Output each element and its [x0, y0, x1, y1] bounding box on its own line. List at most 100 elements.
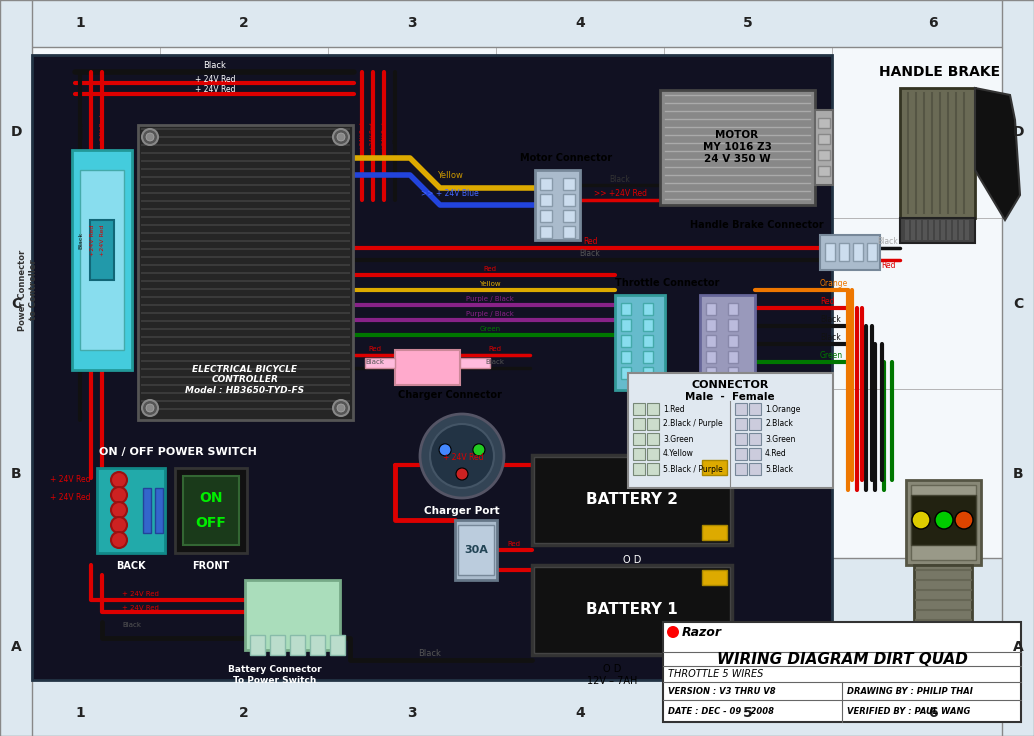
- Text: +24V Red: +24V Red: [90, 114, 94, 146]
- Bar: [562, 226, 575, 238]
- Bar: [175, 468, 247, 553]
- Text: DATE : DEC - 09 - 2008: DATE : DEC - 09 - 2008: [668, 707, 774, 715]
- Bar: [0, 0, 1034, 47]
- Text: MOTOR
MY 1016 Z3
24 V 350 W: MOTOR MY 1016 Z3 24 V 350 W: [702, 130, 771, 163]
- Bar: [290, 635, 305, 655]
- Bar: [900, 88, 975, 218]
- Text: Black: Black: [393, 129, 397, 144]
- Text: C: C: [11, 297, 21, 311]
- Bar: [735, 418, 747, 430]
- Text: Green: Green: [820, 352, 843, 361]
- Circle shape: [146, 133, 154, 141]
- Text: + 24V Red: + 24V Red: [50, 475, 90, 484]
- Text: 6: 6: [929, 706, 938, 720]
- Bar: [735, 463, 747, 475]
- Bar: [839, 243, 849, 261]
- Bar: [818, 118, 830, 128]
- Text: Black: Black: [820, 333, 841, 342]
- Bar: [935, 220, 939, 240]
- Text: 2.Black: 2.Black: [765, 420, 793, 428]
- Bar: [72, 150, 132, 370]
- Bar: [562, 194, 575, 206]
- Bar: [155, 488, 163, 533]
- Text: Charger Port: Charger Port: [424, 506, 499, 516]
- Text: ELECTRICAL BICYCLE
CONTROLLER
Model : HB3650-TYD-FS: ELECTRICAL BICYCLE CONTROLLER Model : HB…: [185, 365, 305, 395]
- Text: B: B: [10, 467, 22, 481]
- Bar: [825, 243, 835, 261]
- Bar: [911, 220, 915, 240]
- Text: Male  -  Female: Male - Female: [686, 392, 774, 402]
- Polygon shape: [975, 88, 1020, 220]
- Bar: [706, 319, 716, 331]
- Text: Red: Red: [368, 346, 382, 352]
- Bar: [647, 403, 659, 415]
- Bar: [911, 485, 976, 560]
- Text: 4.Red: 4.Red: [765, 450, 787, 459]
- Text: VERIFIED BY : PAUL WANG: VERIFIED BY : PAUL WANG: [847, 707, 970, 715]
- Circle shape: [142, 400, 158, 416]
- Text: HANDLE BRAKE: HANDLE BRAKE: [880, 65, 1001, 79]
- Bar: [702, 570, 727, 585]
- Circle shape: [420, 414, 504, 498]
- Text: 3: 3: [407, 706, 417, 720]
- Text: Red: Red: [484, 266, 496, 272]
- Text: BACK: BACK: [116, 561, 146, 571]
- Bar: [533, 455, 732, 545]
- Bar: [534, 567, 730, 653]
- Bar: [621, 367, 631, 379]
- Bar: [183, 476, 239, 545]
- Text: ON / OFF POWER SWITCH: ON / OFF POWER SWITCH: [99, 447, 256, 457]
- Bar: [947, 220, 951, 240]
- Bar: [633, 463, 645, 475]
- Bar: [818, 134, 830, 144]
- Circle shape: [337, 133, 345, 141]
- Bar: [621, 319, 631, 331]
- Circle shape: [456, 468, 468, 480]
- Text: O D: O D: [622, 555, 641, 565]
- Bar: [535, 170, 580, 240]
- Bar: [647, 448, 659, 460]
- Text: D: D: [1012, 126, 1024, 140]
- Text: + 24V Red: + 24V Red: [122, 605, 159, 611]
- Text: Motor Connector: Motor Connector: [520, 153, 612, 163]
- Text: THROTTLE: THROTTLE: [907, 659, 979, 671]
- Bar: [853, 243, 863, 261]
- Text: Black: Black: [610, 174, 631, 183]
- Circle shape: [142, 129, 158, 145]
- Bar: [911, 495, 976, 545]
- Bar: [700, 295, 755, 390]
- Circle shape: [111, 502, 127, 518]
- Circle shape: [111, 532, 127, 548]
- Text: 2: 2: [239, 16, 249, 30]
- Bar: [749, 403, 761, 415]
- Bar: [643, 319, 653, 331]
- Text: Black: Black: [878, 238, 899, 247]
- Text: 1: 1: [75, 16, 85, 30]
- Bar: [735, 448, 747, 460]
- Circle shape: [912, 511, 930, 529]
- Bar: [906, 480, 981, 565]
- Bar: [917, 220, 921, 240]
- Bar: [365, 358, 395, 368]
- Bar: [728, 335, 738, 347]
- Text: Charger Connector: Charger Connector: [398, 390, 501, 400]
- Text: ON: ON: [200, 491, 222, 505]
- Bar: [702, 525, 727, 540]
- Bar: [621, 351, 631, 363]
- Bar: [959, 220, 963, 240]
- Bar: [270, 635, 285, 655]
- Text: 3.Green: 3.Green: [663, 434, 694, 444]
- Text: Yellow: Yellow: [479, 281, 500, 287]
- Bar: [633, 418, 645, 430]
- Bar: [866, 243, 877, 261]
- Circle shape: [333, 129, 349, 145]
- Bar: [0, 558, 1034, 736]
- Bar: [735, 433, 747, 445]
- Bar: [97, 468, 165, 553]
- Text: +24V Red: +24V Red: [99, 114, 104, 146]
- Text: 1.Red: 1.Red: [663, 405, 685, 414]
- Bar: [647, 463, 659, 475]
- Bar: [728, 367, 738, 379]
- Bar: [458, 525, 494, 575]
- Bar: [628, 373, 833, 488]
